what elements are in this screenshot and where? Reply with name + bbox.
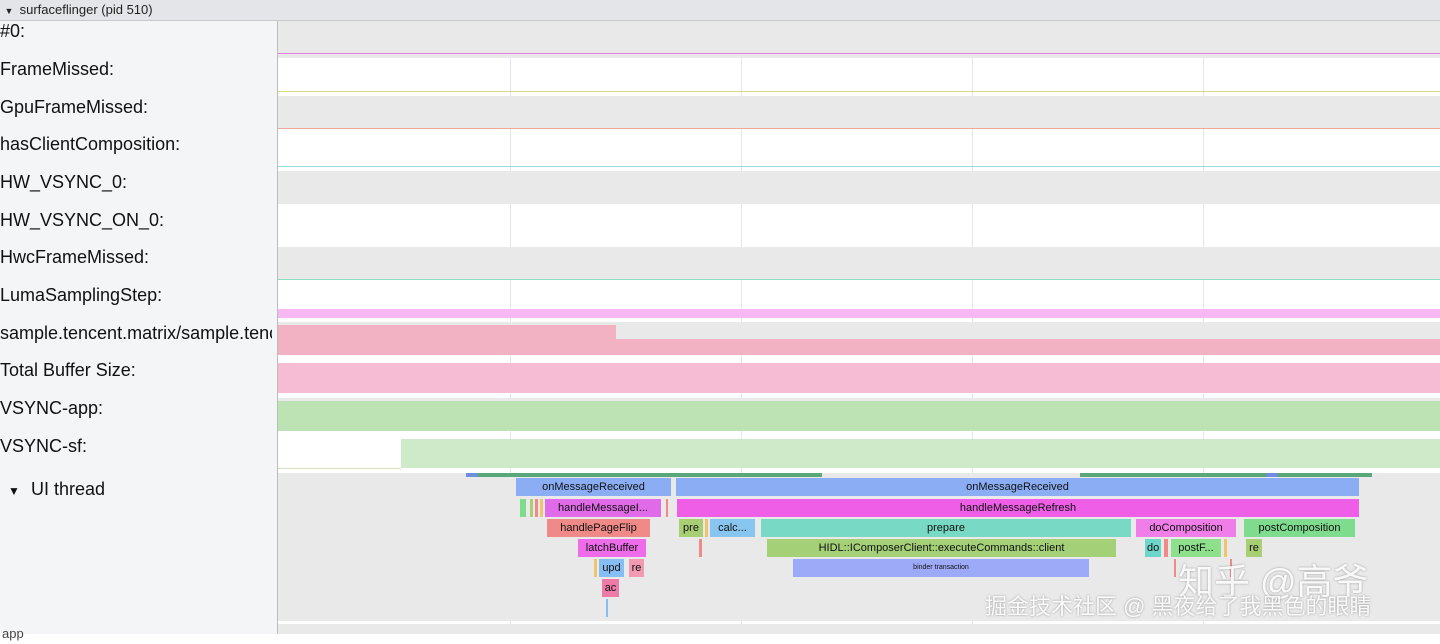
thread-state-strip[interactable]	[478, 473, 822, 477]
slice-small[interactable]	[699, 539, 702, 557]
vsync-sf-counter[interactable]	[401, 439, 1440, 468]
slice-re[interactable]: re	[629, 559, 644, 577]
slice-pre-composition[interactable]: pre	[679, 519, 703, 537]
counter-line-gpu-frame-missed[interactable]	[278, 128, 1440, 129]
counter-line-frame-missed[interactable]	[278, 91, 1440, 92]
luma-sampling-counter[interactable]	[278, 309, 1440, 318]
slice-prepare[interactable]: prepare	[761, 519, 1131, 537]
ui-thread-title: UI thread	[31, 479, 106, 499]
slice-small[interactable]	[705, 519, 708, 537]
total-buffer-size-counter[interactable]	[278, 363, 1440, 393]
slice-do[interactable]: do	[1145, 539, 1161, 557]
slice-small[interactable]	[1164, 539, 1168, 557]
slice-small[interactable]	[666, 499, 668, 517]
track-label-gpu-frame-missed[interactable]: GpuFrameMissed:	[0, 97, 149, 117]
process-title: surfaceflinger (pid 510)	[19, 2, 153, 17]
track-label-hw-vsync-on[interactable]: HW_VSYNC_ON_0:	[0, 210, 165, 230]
track-label-panel: #0: FrameMissed: GpuFrameMissed: hasClie…	[0, 21, 278, 641]
watermark-zhihu: 知乎 @高爷	[1178, 561, 1369, 602]
track-band	[278, 247, 1440, 280]
watermark-juejin: 掘金技术社区 @ 黑夜给了我黑色的眼睛	[985, 594, 1372, 619]
slice-post-framebuffer[interactable]: postF...	[1171, 539, 1221, 557]
track-label-hwc-frame-missed[interactable]: HwcFrameMissed:	[0, 247, 150, 267]
track-band	[278, 96, 1440, 129]
track-band	[278, 624, 1440, 634]
matrix-counter-high[interactable]	[278, 325, 616, 355]
ui-thread-label[interactable]: ▼ UI thread	[0, 479, 105, 501]
slice-re[interactable]: re	[1246, 539, 1262, 557]
slice-binder-transaction[interactable]: binder transaction	[793, 559, 1089, 577]
track-label-frame-missed[interactable]: FrameMissed:	[0, 59, 115, 79]
thread-state-strip[interactable]	[1080, 473, 1266, 477]
slice-small[interactable]	[530, 499, 533, 517]
slice-latch-buffer[interactable]: latchBuffer	[578, 539, 646, 557]
counter-line-has-client-composition[interactable]	[278, 166, 1440, 167]
track-label-has-client-composition[interactable]: hasClientComposition:	[0, 134, 181, 154]
matrix-counter-low[interactable]	[616, 339, 1440, 355]
thread-state-strip[interactable]	[466, 473, 478, 477]
track-label-total-buffer-size[interactable]: Total Buffer Size:	[0, 360, 136, 380]
counter-line-0[interactable]	[278, 53, 1440, 54]
slice-small[interactable]	[1230, 559, 1232, 577]
track-label-vsync-app[interactable]: VSYNC-app:	[0, 398, 104, 418]
slice-update[interactable]: upd	[599, 559, 624, 577]
counter-line-hwc-frame-missed[interactable]	[278, 279, 1440, 280]
slice-small[interactable]	[540, 499, 543, 517]
slice-small[interactable]	[606, 599, 608, 617]
slice-on-message-received[interactable]: onMessageReceived	[676, 478, 1359, 496]
next-process-label[interactable]: app	[2, 626, 24, 641]
slice-handle-page-flip[interactable]: handlePageFlip	[547, 519, 650, 537]
slice-small[interactable]	[594, 559, 597, 577]
track-label-0[interactable]: #0:	[0, 21, 26, 41]
chevron-down-icon[interactable]: ▼	[4, 6, 14, 16]
slice-post-composition[interactable]: postComposition	[1244, 519, 1355, 537]
chevron-down-icon[interactable]: ▼	[8, 484, 20, 498]
vsync-app-counter[interactable]	[278, 401, 1440, 431]
slice-small[interactable]	[535, 499, 538, 517]
vsync-sf-baseline	[278, 468, 401, 469]
timeline-area[interactable]: onMessageReceived onMessageReceived hand…	[278, 21, 1440, 634]
track-band	[278, 21, 1440, 58]
track-label-luma-sampling-step[interactable]: LumaSamplingStep:	[0, 285, 163, 305]
thread-state-strip[interactable]	[1278, 473, 1372, 477]
slice-handle-message-invalidate[interactable]: handleMessageI...	[545, 499, 661, 517]
track-label-sample-tencent-matrix[interactable]: sample.tencent.matrix/sample.tencent.mat…	[0, 323, 272, 343]
slice-on-message-received[interactable]: onMessageReceived	[516, 478, 671, 496]
slice-small[interactable]	[1224, 539, 1227, 557]
slice-small[interactable]	[1174, 559, 1176, 577]
track-band	[278, 171, 1440, 204]
slice-handle-message-refresh[interactable]: handleMessageRefresh	[677, 499, 1359, 517]
track-label-vsync-sf[interactable]: VSYNC-sf:	[0, 436, 88, 456]
slice-ac[interactable]: ac	[602, 579, 619, 597]
track-label-hw-vsync[interactable]: HW_VSYNC_0:	[0, 172, 128, 192]
slice-small[interactable]	[520, 499, 526, 517]
process-header[interactable]: ▼ surfaceflinger (pid 510)	[0, 0, 1440, 21]
thread-state-strip[interactable]	[1266, 473, 1278, 477]
slice-calculate[interactable]: calc...	[710, 519, 755, 537]
slice-do-composition[interactable]: doComposition	[1136, 519, 1236, 537]
slice-hidl-execute-commands[interactable]: HIDL::IComposerClient::executeCommands::…	[767, 539, 1116, 557]
